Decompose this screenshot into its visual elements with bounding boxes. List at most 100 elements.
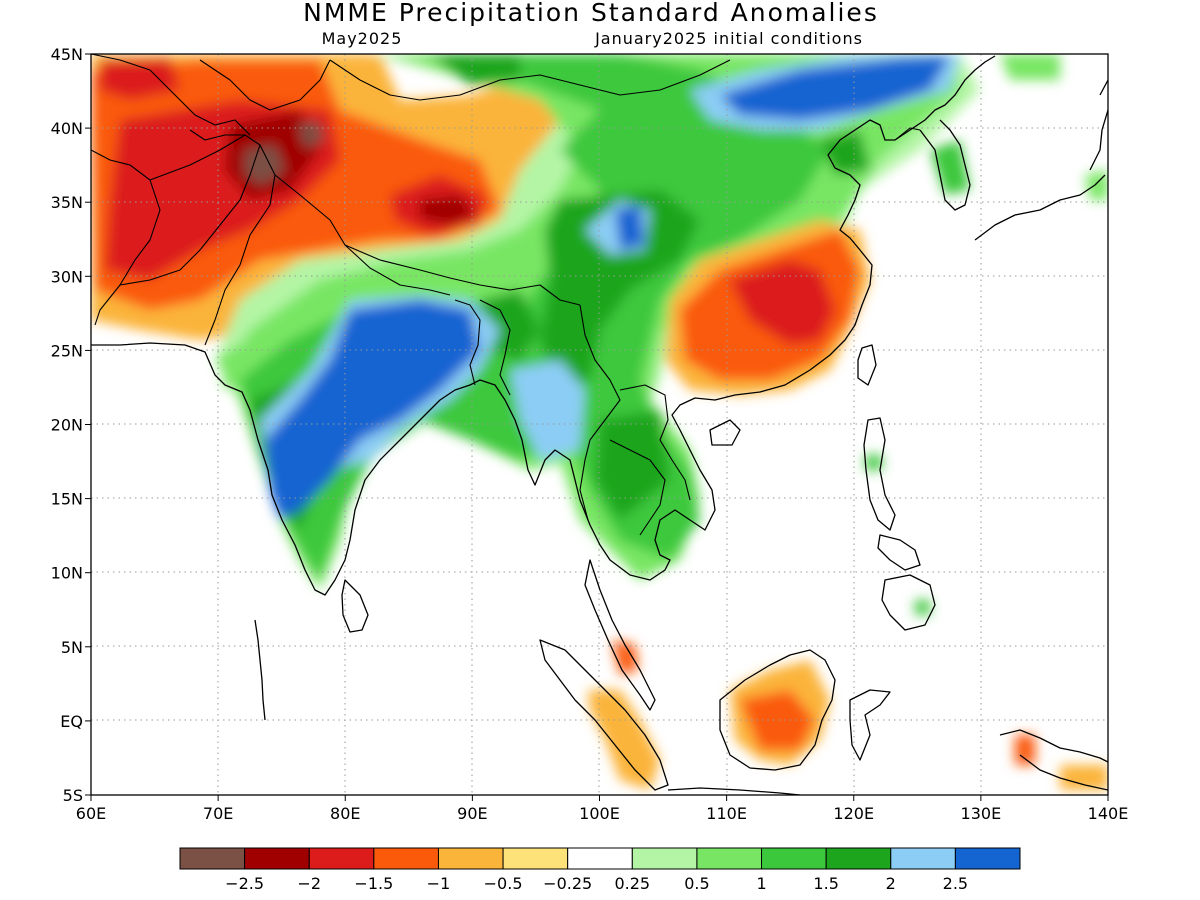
target-month-label: May2025 — [322, 29, 403, 48]
legend-label: 1.5 — [813, 874, 838, 893]
lat-tick-label: 10N — [51, 564, 83, 583]
wet-field-blue-2 — [615, 205, 645, 250]
philippines-wet — [865, 455, 882, 470]
legend-label: 2 — [886, 874, 896, 893]
lat-tick-label: 5S — [63, 786, 83, 805]
wet-field-blue — [720, 56, 950, 120]
coast-sulawesi — [849, 689, 891, 761]
dry-field-brown-2 — [298, 120, 325, 148]
border-pakistan-india — [204, 144, 276, 346]
coast-luzon — [863, 417, 896, 531]
lat-tick-label: 35N — [51, 193, 83, 212]
japan-wet — [1000, 54, 1060, 80]
coastlines — [91, 55, 1108, 795]
lat-tick-label: 45N — [51, 45, 83, 64]
lon-tick-label: 80E — [330, 804, 360, 823]
legend-label: −2 — [297, 874, 321, 893]
legend-label: −2.5 — [225, 874, 264, 893]
china-dry-red — [730, 260, 835, 345]
legend-swatch — [502, 847, 569, 870]
latitude-axis: 45N 40N 35N 30N 25N 20N 15N 10N 5N EQ 5S — [51, 45, 91, 805]
longitude-axis: 60E 70E 80E 90E 100E 110E 120E 130E 140E — [76, 795, 1129, 823]
philippines-wet-2 — [915, 600, 930, 615]
coast-japan — [974, 79, 1108, 241]
coast-taiwan — [857, 344, 877, 386]
coast-korea — [919, 119, 971, 211]
lat-tick-label: 20N — [51, 416, 83, 435]
border-tajik-afghan — [189, 129, 245, 141]
legend-label: −0.5 — [484, 874, 523, 893]
wet-field-dark-green-4 — [595, 410, 670, 520]
wet-field-dark-green-2 — [430, 54, 520, 85]
legend-swatch — [567, 847, 633, 870]
lat-tick-label: 25N — [51, 341, 83, 360]
coast-sumatra — [539, 639, 669, 791]
anomaly-fields — [91, 54, 1108, 790]
legend-swatch — [761, 847, 827, 870]
map-plot-area — [91, 54, 1108, 795]
legend-label: −1 — [427, 874, 451, 893]
legend-swatch — [631, 847, 698, 870]
newguinea-dry — [1015, 735, 1035, 765]
lon-tick-label: 140E — [1088, 804, 1129, 823]
country-borders — [91, 54, 921, 536]
coast-mindanao — [881, 574, 936, 631]
lon-tick-label: 120E — [833, 804, 874, 823]
border-china-north-korea — [894, 127, 921, 141]
legend-label: 2.5 — [943, 874, 968, 893]
legend-swatch — [308, 847, 375, 870]
legend-label: −0.25 — [543, 874, 592, 893]
border-china-mongolia — [329, 59, 731, 101]
legend-swatch — [890, 847, 956, 870]
lat-tick-label: EQ — [60, 712, 83, 731]
legend-swatch — [954, 847, 1021, 870]
coast-maldives — [254, 619, 266, 721]
newguinea-dry-2 — [1060, 765, 1108, 790]
sumatra-dry — [588, 690, 660, 790]
coast-sri-lanka — [341, 579, 369, 633]
border-kazakhstan-kyrgyz — [199, 59, 331, 111]
legend-swatch — [437, 847, 504, 870]
legend-swatch — [244, 847, 310, 870]
border-china-india-nepal — [274, 174, 581, 306]
lat-tick-label: 15N — [51, 490, 83, 509]
border-laos-vietnam — [619, 384, 691, 501]
lon-tick-label: 60E — [76, 804, 106, 823]
lon-tick-label: 100E — [579, 804, 620, 823]
lon-tick-label: 90E — [457, 804, 487, 823]
sumatra-dry-2 — [612, 640, 638, 675]
india-wet-blue-light-2 — [510, 360, 585, 460]
lon-tick-label: 110E — [706, 804, 747, 823]
border-iran-afghanistan — [91, 149, 161, 326]
coast-malay-peninsula — [584, 559, 656, 711]
legend-swatch — [696, 847, 763, 870]
border-bangladesh — [454, 299, 481, 386]
initial-conditions-label: January2025 initial conditions — [594, 29, 863, 48]
borneo-dry-2 — [740, 690, 815, 750]
legend-swatch — [179, 847, 246, 870]
legend-label: 1 — [756, 874, 766, 893]
legend-label: 0.25 — [614, 874, 650, 893]
border-nepal-south — [344, 244, 451, 296]
coast-mainland — [91, 55, 996, 596]
coast-hainan — [709, 419, 741, 446]
legend-label: −1.5 — [354, 874, 393, 893]
graticule — [91, 54, 1108, 795]
color-legend: −2.5 −2 −1.5 −1 −0.5 −0.25 0.25 0.5 1 1.5 2 2.5 — [179, 847, 1021, 893]
legend-label: 0.5 — [684, 874, 709, 893]
legend-swatch — [373, 847, 439, 870]
coast-visayas — [877, 534, 921, 571]
dry-field-red-3 — [100, 58, 180, 100]
coast-borneo — [719, 649, 836, 771]
border-myanmar-india — [479, 299, 511, 396]
border-thailand-cambodia — [609, 439, 666, 536]
lon-tick-label: 130E — [961, 804, 1002, 823]
lat-tick-label: 40N — [51, 119, 83, 138]
dry-field-darkred-2 — [420, 195, 475, 225]
wet-field-dark-green — [540, 190, 700, 390]
chart-title: NMME Precipitation Standard Anomalies — [303, 0, 879, 27]
border-kazakhstan-russia — [91, 54, 151, 71]
legend-swatch — [825, 847, 892, 870]
india-wet-blue — [265, 300, 480, 520]
